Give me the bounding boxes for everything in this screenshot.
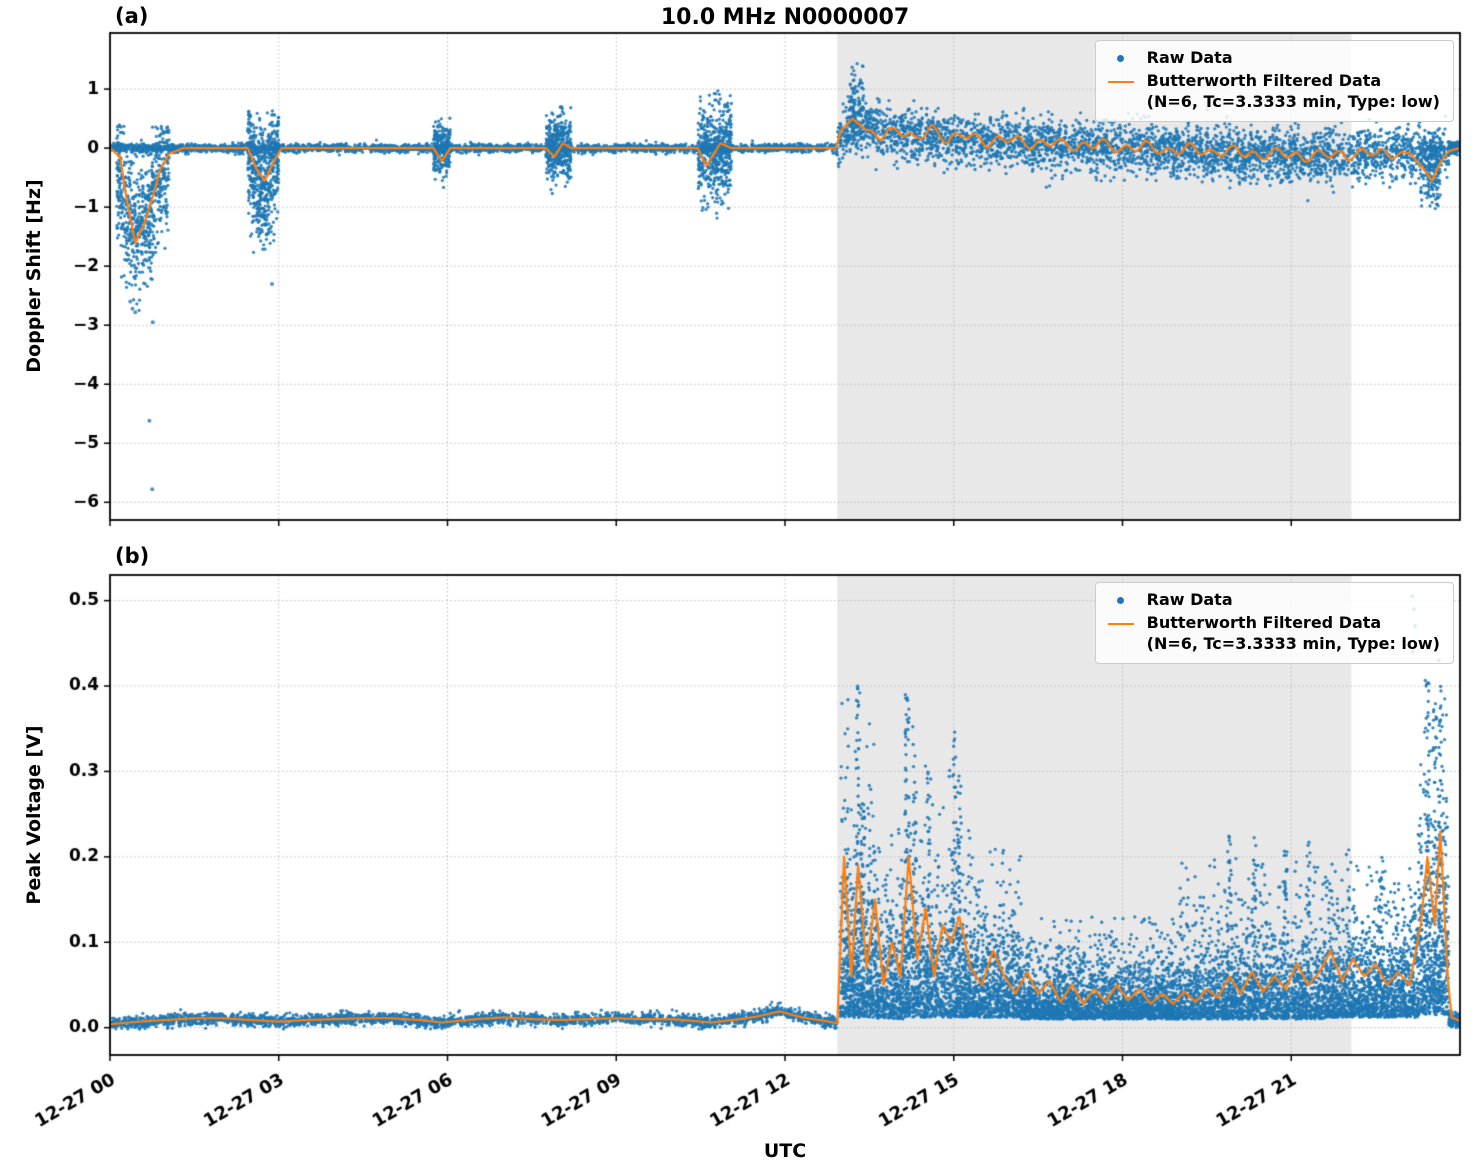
- legend-item-raw: Raw Data: [1107, 48, 1440, 68]
- filtered-label-line1: Butterworth Filtered Data: [1146, 613, 1382, 633]
- raw-marker-icon: [1107, 48, 1135, 62]
- chart-title: 10.0 MHz N0000007: [660, 5, 910, 30]
- filtered-data-label: Butterworth Filtered Data (N=6, Tc=3.333…: [1147, 71, 1440, 112]
- raw-data-label: Raw Data: [1146, 590, 1233, 609]
- legend-panel-a: Raw Data Butterworth Filtered Data (N=6,…: [1094, 40, 1454, 123]
- filtered-marker-icon: [1107, 71, 1135, 84]
- raw-data-label: Raw Data: [1146, 48, 1233, 67]
- filtered-label-line2: (N=6, Tc=3.3333 min, Type: low): [1146, 633, 1440, 653]
- filtered-marker-icon: [1107, 613, 1135, 626]
- raw-marker-icon: [1107, 590, 1135, 604]
- x-axis-label: UTC: [763, 1140, 807, 1162]
- legend-item-filtered: Butterworth Filtered Data (N=6, Tc=3.333…: [1107, 71, 1440, 112]
- panel-a-label: (a): [115, 4, 149, 28]
- legend-item-raw: Raw Data: [1107, 590, 1440, 610]
- y-axis-label-voltage: Peak Voltage [V]: [23, 725, 45, 905]
- panel-b-label: (b): [115, 544, 150, 568]
- filtered-label-line1: Butterworth Filtered Data: [1146, 71, 1382, 91]
- filtered-data-label: Butterworth Filtered Data (N=6, Tc=3.333…: [1147, 613, 1440, 654]
- y-axis-label-doppler: Doppler Shift [Hz]: [23, 179, 45, 373]
- legend-item-filtered: Butterworth Filtered Data (N=6, Tc=3.333…: [1107, 613, 1440, 654]
- legend-panel-b: Raw Data Butterworth Filtered Data (N=6,…: [1094, 582, 1454, 665]
- filtered-label-line2: (N=6, Tc=3.3333 min, Type: low): [1146, 91, 1440, 111]
